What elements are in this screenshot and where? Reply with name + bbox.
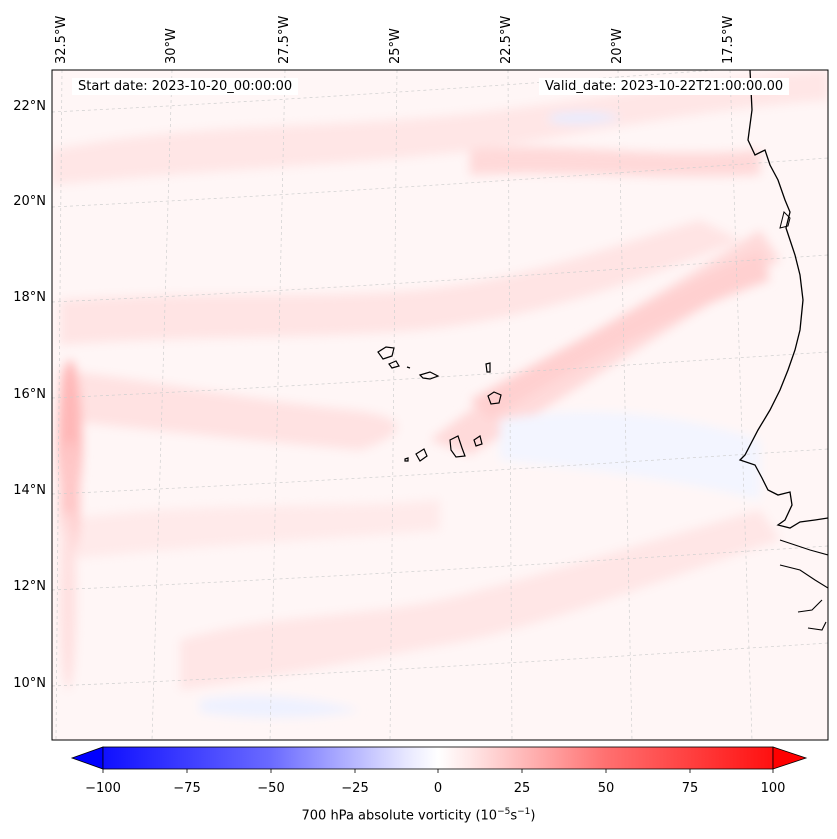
- colorbar-label-exp1: −5: [497, 807, 511, 817]
- lat-label-16n: 16°N: [13, 387, 46, 402]
- bijagos-coastline: [779, 539, 828, 631]
- africa-coastline: [738, 70, 828, 529]
- colorbar-label-exp2: −1: [517, 807, 531, 817]
- lon-label-25w: 25°W: [388, 28, 403, 64]
- colorbar-tick-label: −50: [257, 781, 285, 796]
- lat-label-20n: 20°N: [13, 194, 46, 209]
- colorbar-tick-label: 50: [597, 781, 615, 796]
- lat-label-10n: 10°N: [13, 676, 46, 691]
- colorbar-tick-label: −75: [173, 781, 201, 796]
- graticule: [52, 70, 828, 740]
- start-date-label: Start date: 2023-10-20_00:00:00: [72, 78, 299, 95]
- lon-label-17-5w: 17.5°W: [721, 15, 736, 64]
- colorbar-label-prefix: 700 hPa absolute vorticity (10: [301, 808, 498, 824]
- lon-label-32-5w: 32.5°W: [54, 15, 69, 64]
- colorbar-tick-label: −100: [85, 781, 121, 796]
- colorbar-label-mid: s: [510, 808, 518, 824]
- colorbar-bar: [102, 746, 774, 770]
- valid-date-label: Valid_date: 2023-10-22T21:00:00.00: [539, 78, 790, 95]
- colorbar-tick-label: 75: [681, 781, 699, 796]
- lon-label-20w: 20°W: [610, 28, 625, 64]
- colorbar-label-suffix: ): [530, 808, 536, 824]
- colorbar-extend-min: [70, 746, 104, 770]
- colorbar-tick-label: 100: [760, 781, 786, 796]
- colorbar-extend-max: [772, 746, 808, 770]
- lat-label-14n: 14°N: [13, 483, 46, 498]
- colorbar-tick-label: 25: [513, 781, 531, 796]
- cape-verde-islands: [377, 346, 502, 462]
- vorticity-field: [52, 70, 828, 740]
- colorbar-tick-marks: [102, 769, 774, 773]
- lon-label-30w: 30°W: [164, 28, 179, 64]
- map-frame: [51, 69, 829, 741]
- colorbar-tick-label: 0: [433, 781, 443, 796]
- colorbar-tick-label: −25: [341, 781, 369, 796]
- lat-label-18n: 18°N: [13, 290, 46, 305]
- colorbar: [70, 746, 808, 773]
- lat-label-12n: 12°N: [13, 579, 46, 594]
- lon-label-22-5w: 22.5°W: [499, 15, 514, 64]
- lon-label-27-5w: 27.5°W: [277, 15, 292, 64]
- colorbar-label: 700 hPa absolute vorticity (10−5s−1): [0, 807, 837, 824]
- lat-label-22n: 22°N: [13, 99, 46, 114]
